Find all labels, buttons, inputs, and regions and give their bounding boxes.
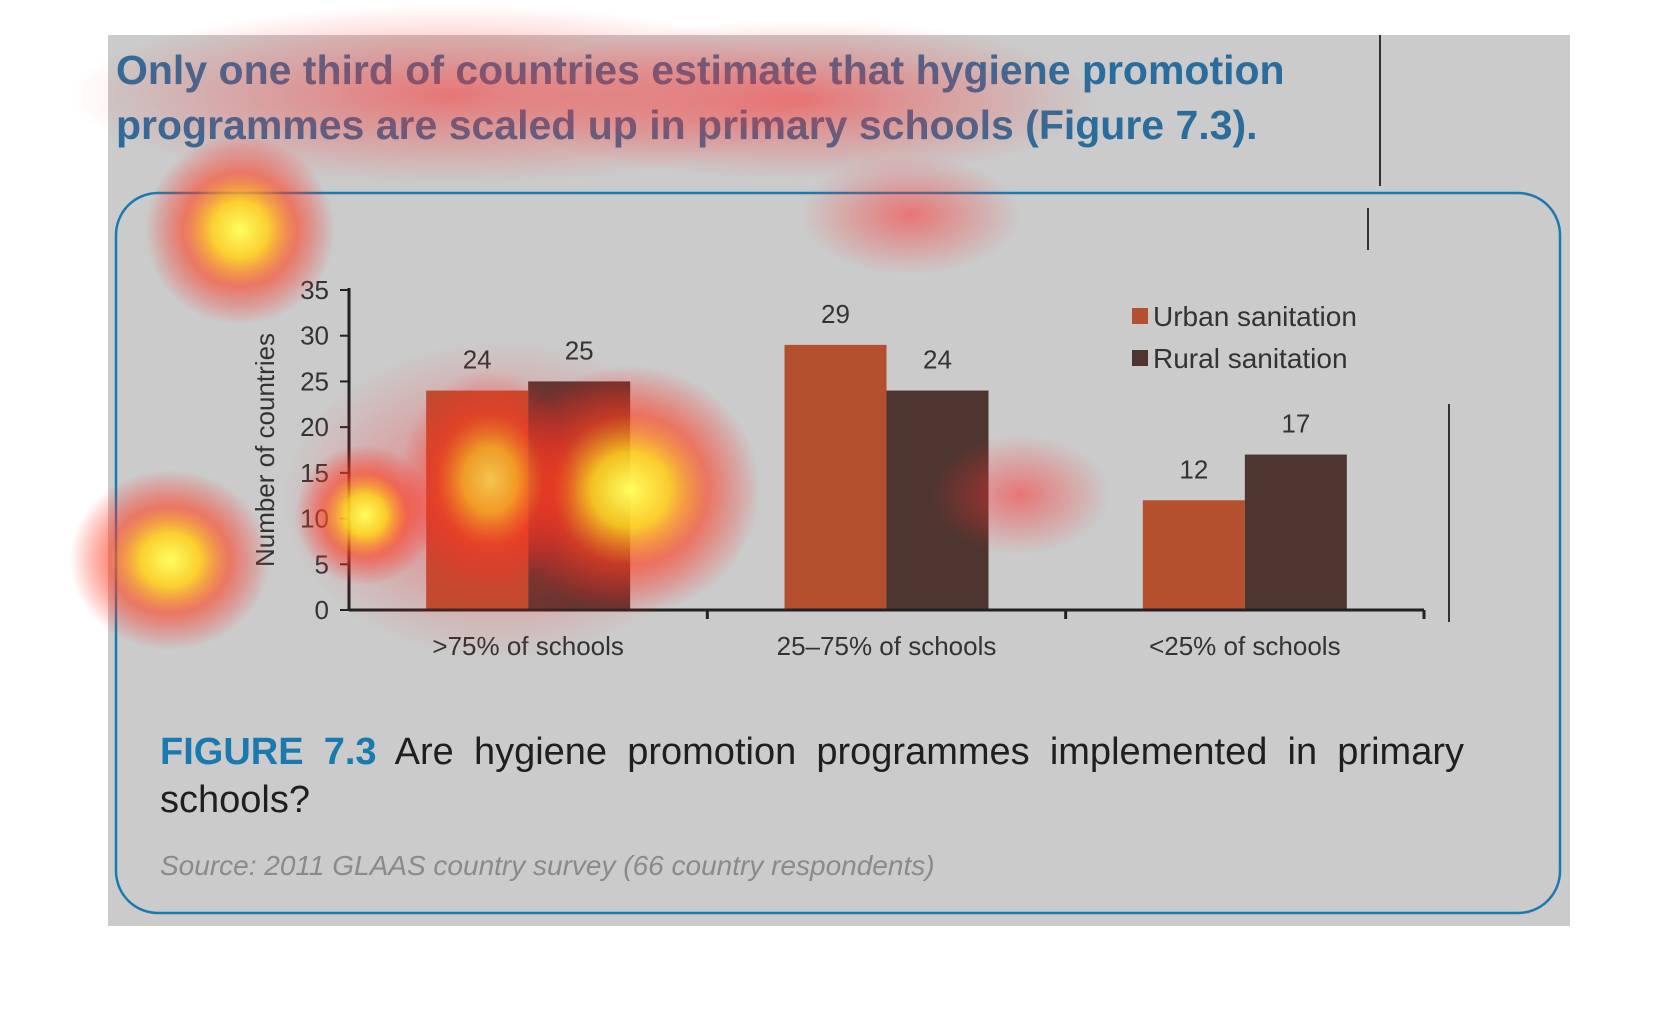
y-tick-label: 30 [300, 321, 329, 351]
x-tick-label: >75% of schools [432, 631, 624, 661]
y-tick-label: 10 [300, 504, 329, 534]
bar [886, 390, 989, 610]
legend-swatch [1132, 350, 1148, 366]
source-note: Source: 2011 GLAAS country survey (66 co… [160, 850, 935, 881]
value-label: 25 [565, 335, 594, 365]
caption-label: FIGURE 7.3 [160, 731, 377, 773]
legend-swatch [1132, 308, 1148, 324]
y-tick-label: 25 [300, 366, 329, 396]
bar [528, 381, 631, 610]
y-tick-label: 5 [315, 549, 329, 579]
value-label: 24 [923, 345, 952, 375]
caption-text: Are hygiene promotion programmes impleme… [160, 731, 1464, 821]
figure-caption: FIGURE 7.3 Are hygiene promotion program… [160, 728, 1464, 824]
y-tick-label: 35 [300, 275, 329, 305]
x-tick-label: 25–75% of schools [777, 631, 997, 661]
heading-line: programmes are scaled up in primary scho… [116, 102, 1258, 148]
bar [426, 390, 529, 610]
y-tick-label: 20 [300, 412, 329, 442]
bar [1142, 500, 1245, 610]
bar [1244, 454, 1347, 610]
value-label: 12 [1179, 454, 1208, 484]
bar [784, 344, 887, 610]
value-label: 17 [1281, 409, 1310, 439]
legend-label: Urban sanitation [1153, 301, 1357, 332]
y-tick-label: 0 [315, 595, 329, 625]
legend-label: Rural sanitation [1153, 343, 1348, 374]
y-axis-title: Number of countries [250, 333, 280, 567]
heading-line: Only one third of countries estimate tha… [116, 47, 1285, 93]
y-tick-label: 15 [300, 458, 329, 488]
x-tick-label: <25% of schools [1149, 631, 1341, 661]
value-label: 24 [463, 345, 492, 375]
value-label: 29 [821, 299, 850, 329]
